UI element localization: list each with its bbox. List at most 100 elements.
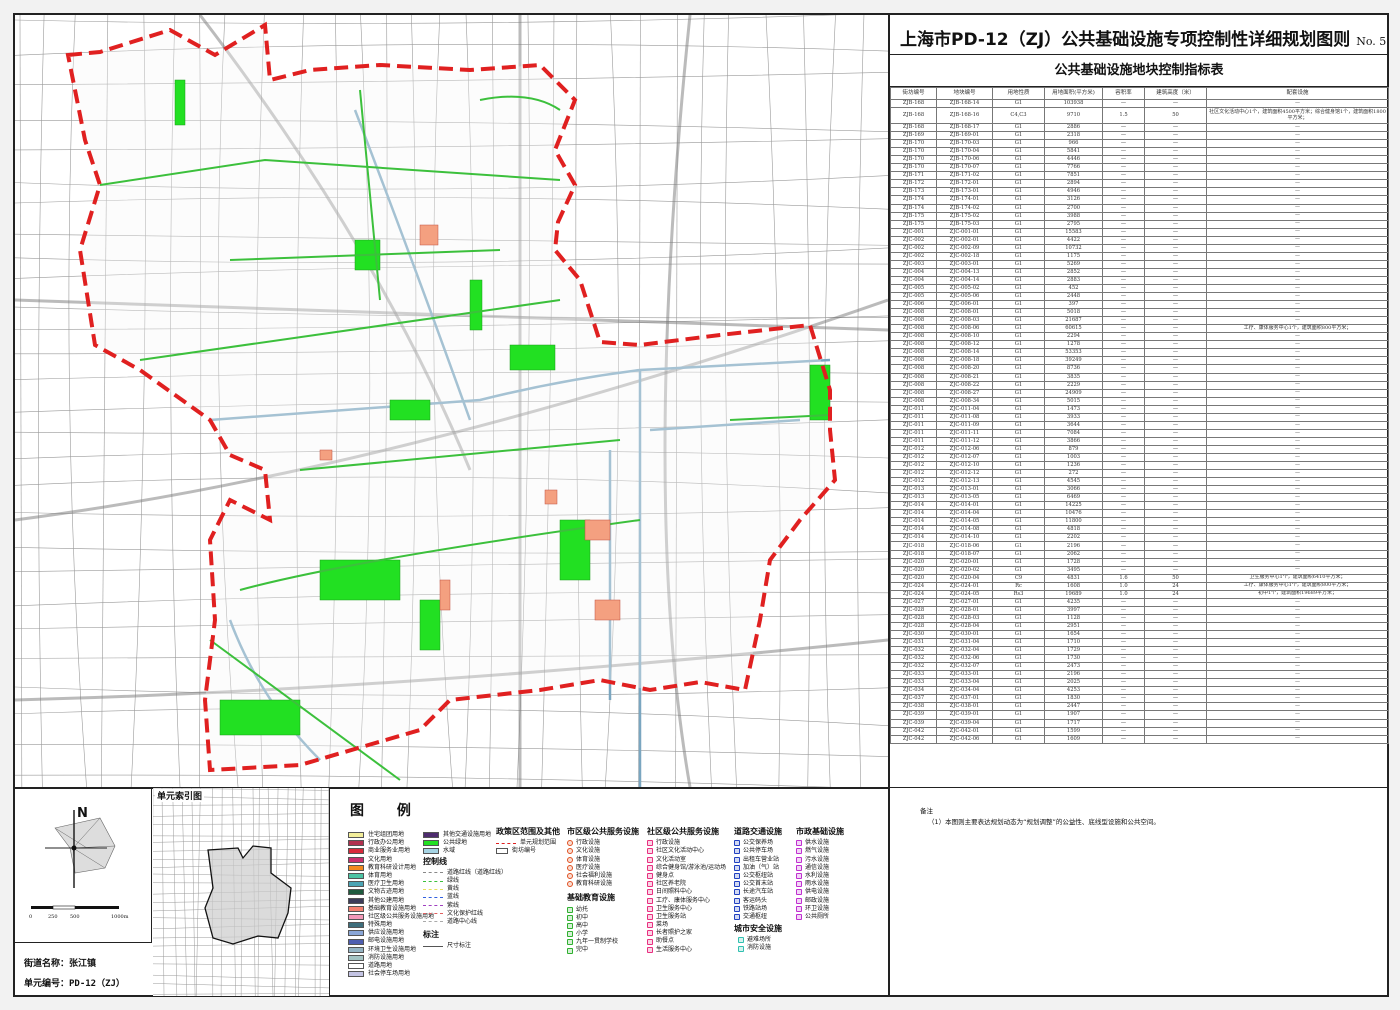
facility-icon xyxy=(796,889,802,896)
table-cell: 3495 xyxy=(1044,565,1103,575)
table-cell: ZJB-168 xyxy=(890,107,937,125)
table-cell: — xyxy=(1144,316,1207,326)
table-cell: ZJC-011-04 xyxy=(936,404,993,414)
table-cell: G1 xyxy=(992,638,1045,648)
table-cell: 7766 xyxy=(1044,163,1103,173)
facility-plot xyxy=(544,489,558,505)
facility-plot xyxy=(594,599,621,621)
table-cell: ZJC-012-06 xyxy=(936,444,993,454)
road xyxy=(153,983,329,989)
legend-item: 公交枢纽站 xyxy=(734,872,782,880)
table-cell: ZJB-168 xyxy=(890,123,937,133)
table-cell: — xyxy=(1206,98,1389,109)
table-cell: — xyxy=(1144,259,1207,269)
table-cell: — xyxy=(1206,613,1389,623)
planning-map[interactable] xyxy=(15,15,888,787)
table-cell: 1654 xyxy=(1044,629,1103,640)
table-cell: 3066 xyxy=(1044,485,1103,495)
table-row: ZJB-171 ZJB-171-02 G1 7851— — — xyxy=(890,171,1389,181)
table-cell: — xyxy=(1206,251,1389,261)
table-row: ZJB-170 ZJB-170-06 G1 4446— — — xyxy=(890,155,1389,165)
table-cell: 4235 xyxy=(1044,597,1103,607)
table-cell: 1175 xyxy=(1044,251,1103,261)
table-cell: — xyxy=(1144,662,1207,672)
table-cell: G1 xyxy=(992,348,1045,358)
table-cell: G1 xyxy=(992,396,1045,406)
swatch xyxy=(348,848,364,855)
facility-icon xyxy=(734,905,740,912)
table-cell: ZJC-038 xyxy=(890,702,937,712)
table-cell: ZJB-175 xyxy=(890,219,937,229)
table-row: ZJC-032 ZJC-032-04 G1 1729— — — xyxy=(890,646,1389,656)
table-cell: G1 xyxy=(992,436,1045,446)
table-cell: ZJC-037 xyxy=(890,694,937,704)
road xyxy=(153,848,329,852)
table-cell: — xyxy=(1102,654,1145,664)
table-cell: — xyxy=(1144,404,1207,414)
table-cell: ZJC-001-01 xyxy=(936,227,993,237)
legend-column-2: 其他交通设施用地 公共绿地 水域 控制线 道路红线（道路红线） 绿线 黄线 蓝线 紫线 文化保… xyxy=(423,831,507,950)
table-cell: 卫生服务中心1个，建筑面积6410平方米； xyxy=(1206,573,1389,583)
table-row: ZJC-014 ZJC-014-04 G1 10476— — — xyxy=(890,509,1389,519)
table-row: ZJC-031 ZJC-031-04 G1 1710— — — xyxy=(890,638,1389,648)
table-cell: — xyxy=(1144,734,1207,744)
table-cell: ZJB-170 xyxy=(890,155,937,165)
table-cell: — xyxy=(1206,308,1389,318)
table-cell: — xyxy=(1206,557,1389,567)
table-cell: 1728 xyxy=(1044,557,1103,567)
table-cell: — xyxy=(1206,517,1389,527)
table-cell: — xyxy=(1102,605,1145,615)
table-cell: ZJB-172-01 xyxy=(936,179,993,189)
table-cell: — xyxy=(1144,179,1207,189)
legend-item: 水利设施 xyxy=(796,872,844,880)
table-cell: 19689 xyxy=(1044,589,1103,599)
column-header: 街坊编号 xyxy=(890,87,937,100)
table-cell: — xyxy=(1206,662,1389,672)
legend-item: 医疗卫生用地 xyxy=(348,880,434,888)
table-row: ZJC-032 ZJC-032-06 G1 1730— — — xyxy=(890,654,1389,664)
facility-icon xyxy=(567,881,573,888)
index-map[interactable]: 单元索引图 xyxy=(153,788,330,996)
legend-title: 图 例 xyxy=(350,803,425,819)
table-cell: ZJC-020-04 xyxy=(936,573,993,583)
green-space xyxy=(389,399,431,421)
facility-icon xyxy=(567,931,573,938)
legend-item: 日间照料中心 xyxy=(647,888,726,896)
table-cell: ZJB-170 xyxy=(890,147,937,157)
legend-item: 完中 xyxy=(567,946,639,954)
table-cell: — xyxy=(1206,597,1389,607)
table-cell: ZJC-014 xyxy=(890,525,937,535)
facility-icon xyxy=(647,938,653,945)
table-title: 公共基础设施地块控制指标表 xyxy=(890,55,1388,87)
table-cell: — xyxy=(1144,420,1207,430)
table-cell: ZJB-171-02 xyxy=(936,171,993,181)
table-cell: — xyxy=(1102,251,1145,261)
table-cell: ZJC-008 xyxy=(890,348,937,358)
facility-icon xyxy=(647,864,653,871)
facility-icon xyxy=(796,856,802,863)
table-cell: ZJC-004 xyxy=(890,275,937,285)
green-corridor xyxy=(209,639,401,781)
legend-item: 客运码头 xyxy=(734,897,782,905)
table-cell: ZJC-042 xyxy=(890,726,937,736)
legend-item: 教育科研设计用地 xyxy=(348,864,434,872)
green-corridor xyxy=(99,158,561,186)
facility-icon xyxy=(796,913,802,920)
table-cell: — xyxy=(1144,654,1207,664)
table-cell: — xyxy=(1102,686,1145,696)
scale-label: 500 xyxy=(70,914,80,920)
table-cell: ZJC-008-10 xyxy=(936,332,993,342)
road xyxy=(319,788,322,996)
table-cell: ZJB-175 xyxy=(890,211,937,221)
road xyxy=(101,15,109,787)
major-road xyxy=(15,298,888,522)
table-cell: — xyxy=(1144,283,1207,294)
swatch xyxy=(348,922,364,929)
table-cell: G1 xyxy=(992,461,1045,471)
road xyxy=(153,838,329,843)
table-cell: ZJC-018 xyxy=(890,549,937,559)
table-cell: — xyxy=(1144,243,1207,253)
table-cell: — xyxy=(1206,678,1389,688)
table-cell: 5269 xyxy=(1044,259,1103,269)
table-cell: ZJC-027-01 xyxy=(936,597,993,607)
